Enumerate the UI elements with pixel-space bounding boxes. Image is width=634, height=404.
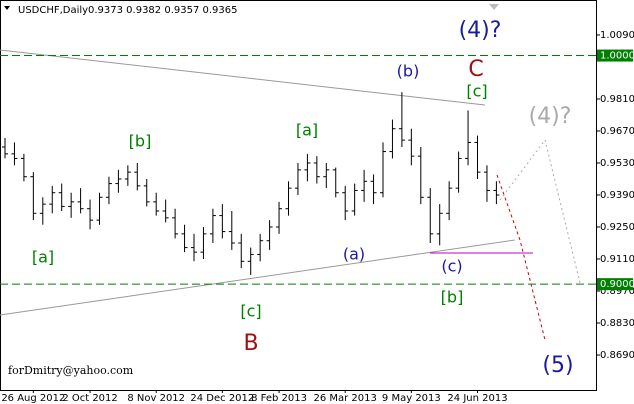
level-label: 0.9000: [600, 279, 634, 290]
x-tick-label: 26 Aug 2012: [1, 393, 65, 404]
y-tick-label: 0.8830: [600, 318, 634, 329]
quote: 0.9373 0.9382 0.9357 0.9365: [88, 5, 238, 16]
watermark: forDmitry@yahoo.com: [8, 364, 134, 377]
wave-label: (a): [343, 245, 365, 264]
level-tag: [597, 278, 633, 291]
x-tick-label: 26 Mar 2013: [313, 393, 376, 404]
wave-label: [b]: [129, 132, 152, 151]
x-tick-label: 24 Dec 2012: [190, 393, 254, 404]
x-tick-label: 8 Nov 2012: [127, 393, 185, 404]
y-tick-label: 0.9390: [600, 190, 634, 201]
level-label: 1.0000: [600, 51, 634, 62]
wave-label: (4)?: [459, 18, 502, 43]
projection: [496, 174, 546, 341]
y-tick-label: 0.9670: [600, 126, 634, 137]
x-tick-label: 9 May 2013: [382, 393, 441, 404]
wave-label: B: [243, 331, 258, 356]
level-tag: [597, 49, 633, 62]
y-tick-label: 0.9530: [600, 158, 634, 169]
trend-line: [0, 239, 516, 316]
y-tick-label: 0.8970: [600, 286, 634, 297]
wave-label: [c]: [240, 302, 261, 321]
x-tick-label: 8 Feb 2013: [251, 393, 307, 404]
wave-label: [a]: [296, 121, 318, 140]
wave-label: (4)?: [529, 104, 572, 129]
projection: [499, 138, 581, 284]
wave-label: C: [468, 57, 483, 82]
wave-label: (c): [441, 257, 462, 276]
wave-label: [c]: [466, 82, 487, 101]
wave-label: (b): [397, 62, 420, 81]
y-tick-label: 0.9810: [600, 94, 634, 105]
x-tick-label: 2 Oct 2012: [62, 393, 117, 404]
wave-label: [a]: [32, 248, 54, 267]
y-tick-label: 0.8690: [600, 350, 634, 361]
chart-title: USDCHF,Daily: [18, 5, 88, 16]
y-tick-label: 0.9250: [600, 222, 634, 233]
menu-icon: [4, 6, 10, 10]
wave-label: [b]: [441, 288, 464, 307]
y-tick-label: 1.0090: [600, 30, 634, 41]
wave-label: (5): [542, 353, 573, 378]
y-tick-label: 0.9110: [600, 254, 634, 265]
plot-frame: [0, 0, 597, 391]
marker: [489, 4, 499, 10]
trend-line: [0, 49, 486, 106]
x-tick-label: 24 Jun 2013: [447, 393, 507, 404]
